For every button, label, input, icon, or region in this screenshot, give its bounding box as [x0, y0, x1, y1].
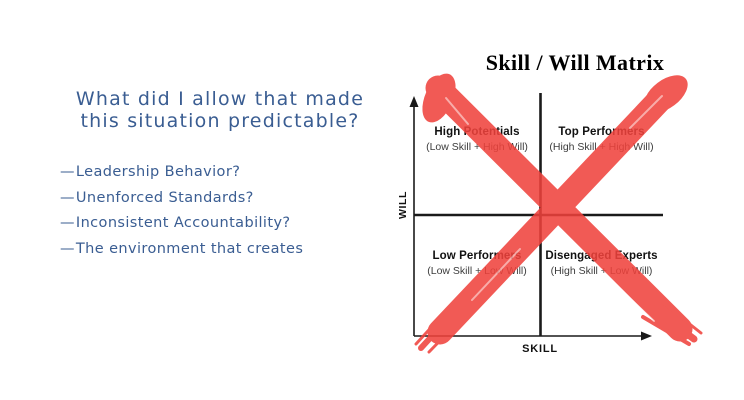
quadrant-top-right: Top Performers (High Skill + High Will) [540, 126, 663, 153]
dash-bullet: — [60, 189, 75, 206]
list-item: —Inconsistent Accountability? [60, 211, 380, 237]
quadrant-top-left: High Potentials (Low Skill + High Will) [414, 126, 540, 153]
notes-list: —Leadership Behavior? —Unenforced Standa… [60, 160, 380, 262]
list-item-label: Inconsistent Accountability? [75, 215, 291, 231]
quadrant-top-right-subtitle: (High Skill + High Will) [549, 141, 654, 153]
list-item-label: Unenforced Standards? [75, 189, 254, 206]
quadrant-top-left-title: High Potentials [434, 126, 520, 138]
quadrant-bottom-right-title: Disengaged Experts [545, 250, 658, 262]
quadrant-bottom-left-subtitle: (Low Skill + Low Will) [427, 265, 527, 277]
dash-bullet: — [60, 164, 75, 180]
x-axis-arrow-icon [641, 331, 652, 341]
x-axis-label: SKILL [522, 343, 558, 355]
red-cross-out-icon [414, 73, 703, 354]
list-item: —Unenforced Standards? [60, 186, 380, 212]
notes-heading-line1: What did I allow that made [75, 88, 365, 110]
matrix-title: Skill / Will Matrix [485, 50, 665, 75]
list-item-label: Leadership Behavior? [75, 164, 241, 180]
list-item: —The environment that creates [60, 237, 380, 263]
quadrant-bottom-left: Low Performers (Low Skill + Low Will) [414, 250, 540, 277]
list-item-label: The environment that creates [75, 240, 304, 257]
quadrant-bottom-left-title: Low Performers [432, 250, 522, 262]
quadrant-top-left-subtitle: (Low Skill + High Will) [426, 141, 528, 153]
quadrant-bottom-right-subtitle: (High Skill + Low Will) [550, 265, 653, 277]
quadrant-top-right-title: Top Performers [558, 126, 645, 138]
dash-bullet: — [60, 240, 75, 257]
quadrant-bottom-right: Disengaged Experts (High Skill + Low Wil… [540, 250, 663, 277]
y-axis-arrow-icon [409, 96, 419, 107]
dash-bullet: — [60, 215, 75, 231]
notes-heading: What did I allow that made this situatio… [52, 88, 388, 132]
y-axis-label: WILL [397, 190, 409, 220]
notes-heading-line2: this situation predictable? [80, 110, 360, 132]
list-item: —Leadership Behavior? [60, 160, 380, 186]
